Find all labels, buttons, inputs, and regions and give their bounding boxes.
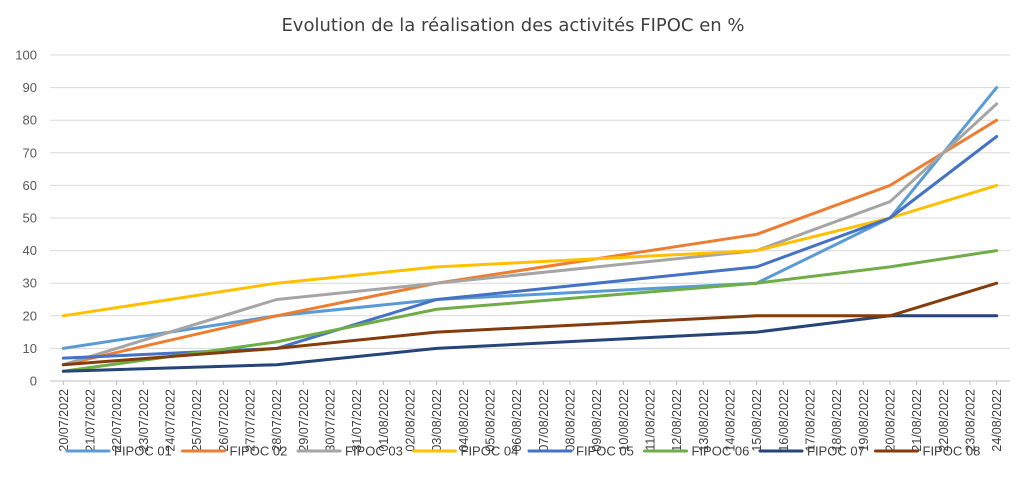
gridlines [50,54,1010,382]
x-tick-label: 02/08/2022 [404,389,418,452]
y-tick-label: 0 [30,374,37,389]
y-axis-ticks: 0 10 20 30 40 50 60 70 80 90 100 [15,48,37,389]
x-tick-label: 20/07/2022 [57,389,71,452]
legend-label: FIPOC 03 [345,444,403,459]
x-tick-label: 11/08/2022 [644,389,658,451]
x-tick-label: 22/08/2022 [937,389,951,452]
legend-label: FIPOC 04 [461,444,519,459]
x-tick-label: 08/08/2022 [564,389,578,452]
x-tick-label: 30/07/2022 [324,389,338,452]
x-tick-label: 06/08/2022 [510,389,524,452]
x-tick-label: 03/08/2022 [430,389,444,452]
x-tick-label: 28/07/2022 [270,389,284,452]
x-tick-label: 12/08/2022 [670,389,684,452]
x-tick-label: 25/07/2022 [190,389,204,452]
y-tick-label: 90 [23,80,37,95]
x-tick-label: 22/07/2022 [110,389,124,452]
y-tick-label: 30 [23,276,37,291]
legend-label: FIPOC 08 [923,444,981,459]
x-tick-label: 23/07/2022 [137,389,151,452]
legend-label: FIPOC 01 [114,444,172,459]
y-tick-label: 20 [23,308,37,323]
legend-label: FIPOC 07 [807,444,865,459]
series-line-fipoc-04 [61,183,999,318]
y-tick-label: 50 [23,211,37,226]
series-lines [61,86,999,373]
x-tick-label: 31/07/2022 [350,389,364,452]
x-tick-label: 09/08/2022 [590,389,604,452]
y-tick-label: 40 [23,243,37,258]
x-tick-label: 05/08/2022 [484,389,498,452]
x-tick-label: 13/08/2022 [697,389,711,452]
x-tick-label: 10/08/2022 [617,389,631,452]
y-tick-label: 70 [23,145,37,160]
x-tick-label: 21/08/2022 [910,389,924,452]
x-tick-label: 14/08/2022 [724,389,738,452]
x-tick-label: 24/08/2022 [990,389,1004,452]
chart-title: Evolution de la réalisation des activité… [281,15,744,36]
x-axis-ticks: 20/07/2022 21/07/2022 22/07/2022 23/07/2022… [57,381,1004,452]
legend-label: FIPOC 06 [692,444,750,459]
x-tick-label: 07/08/2022 [537,389,551,452]
x-tick-label: 18/08/2022 [830,389,844,452]
x-tick-label: 04/08/2022 [457,389,471,452]
legend-label: FIPOC 02 [230,444,288,459]
x-tick-label: 20/08/2022 [884,389,898,452]
x-tick-label: 17/08/2022 [804,389,818,452]
series-line-fipoc-06 [61,249,999,373]
series-line-fipoc-07 [61,314,999,373]
x-tick-label: 15/08/2022 [750,389,764,452]
x-tick-label: 23/08/2022 [964,389,978,452]
x-tick-label: 24/07/2022 [164,389,178,452]
y-tick-label: 80 [23,113,37,128]
x-tick-label: 21/07/2022 [84,389,98,452]
legend-label: FIPOC 05 [576,444,634,459]
legend: FIPOC 01 FIPOC 02 FIPOC 03 FIPOC 04 FIPOC 05… [65,444,981,459]
y-tick-label: 10 [23,341,37,356]
x-tick-label: 26/07/2022 [217,389,231,452]
y-tick-label: 100 [15,48,37,63]
series-line-fipoc-01 [61,86,999,350]
x-tick-label: 19/08/2022 [857,389,871,452]
y-tick-label: 60 [23,178,37,193]
x-tick-label: 16/08/2022 [777,389,791,452]
x-tick-label: 01/08/2022 [377,389,391,452]
series-line-fipoc-08 [61,281,999,367]
x-tick-label: 29/07/2022 [297,389,311,452]
series-line-fipoc-05 [61,135,999,360]
series-line-fipoc-03 [61,102,999,367]
x-tick-label: 27/07/2022 [244,389,258,452]
